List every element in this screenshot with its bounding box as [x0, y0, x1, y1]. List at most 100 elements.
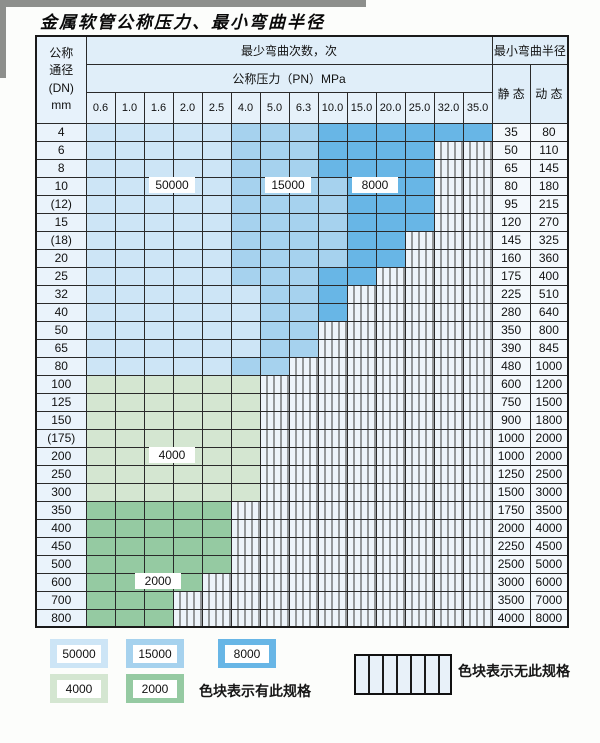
static-radius-cell: 160	[491, 248, 531, 268]
spec-cell-2000	[201, 500, 232, 520]
dynamic-radius-cell: 1500	[529, 392, 569, 412]
no-spec-cell	[259, 392, 290, 412]
no-spec-cell	[433, 320, 464, 340]
no-spec-cell	[375, 338, 406, 358]
no-spec-cell	[317, 428, 348, 448]
no-spec-cell	[230, 608, 261, 628]
no-spec-cell	[259, 518, 290, 538]
spec-cell-50000	[172, 140, 203, 160]
legend-block-15000: 15000	[126, 639, 184, 668]
spec-cell-50000	[114, 122, 145, 142]
pressure-col-header: 0.6	[85, 91, 116, 124]
spec-cell-50000	[114, 140, 145, 160]
no-spec-cell	[462, 608, 493, 628]
static-radius-cell: 2000	[491, 518, 531, 538]
spec-cell-8000	[375, 194, 406, 214]
static-radius-cell: 280	[491, 302, 531, 322]
spec-cell-50000	[201, 320, 232, 340]
spec-cell-4000	[143, 428, 174, 448]
dynamic-radius-cell: 845	[529, 338, 569, 358]
no-spec-cell	[433, 554, 464, 574]
spec-cell-4000	[114, 464, 145, 484]
dn-cell: 80	[35, 356, 87, 376]
no-spec-cell	[259, 374, 290, 394]
no-spec-cell	[230, 554, 261, 574]
spec-cell-50000	[143, 266, 174, 286]
spec-cell-50000	[114, 266, 145, 286]
spec-cell-8000	[375, 212, 406, 232]
bending-spec-table: 公称 通径 (DN) mm 最少弯曲次数，次 最小弯曲半径 公称压力（PN）MP…	[35, 35, 570, 628]
spec-cell-2000	[85, 518, 116, 538]
no-spec-cell	[375, 320, 406, 340]
spec-cell-2000	[172, 554, 203, 574]
no-spec-cell	[404, 266, 435, 286]
pressure-col-header: 25.0	[404, 91, 435, 124]
spec-cell-8000	[404, 176, 435, 196]
spec-cell-50000	[230, 338, 261, 358]
no-spec-cell	[259, 608, 290, 628]
spec-cell-2000	[201, 554, 232, 574]
no-spec-cell	[404, 230, 435, 250]
legend-no-spec-note: 色块表示无此规格	[458, 663, 570, 679]
dn-cell: 15	[35, 212, 87, 232]
spec-cell-4000	[172, 464, 203, 484]
corner-header-dn: 公称 通径 (DN) mm	[35, 35, 87, 124]
dn-cell: 450	[35, 536, 87, 556]
no-spec-cell	[259, 536, 290, 556]
spec-cell-15000	[288, 248, 319, 268]
dn-cell: 8	[35, 158, 87, 178]
spec-cell-50000	[114, 320, 145, 340]
no-spec-cell	[375, 608, 406, 628]
static-radius-cell: 390	[491, 338, 531, 358]
spec-cell-15000	[288, 266, 319, 286]
spec-cell-50000	[85, 302, 116, 322]
spec-cell-50000	[201, 158, 232, 178]
spec-cell-15000	[259, 140, 290, 160]
no-spec-cell	[288, 428, 319, 448]
static-radius-cell: 1000	[491, 428, 531, 448]
spec-cell-50000	[114, 212, 145, 232]
spec-cell-4000	[85, 392, 116, 412]
no-spec-cell	[288, 590, 319, 610]
no-spec-cell	[433, 158, 464, 178]
no-spec-cell	[462, 194, 493, 214]
no-spec-cell	[317, 482, 348, 502]
spec-cell-50000	[201, 338, 232, 358]
spec-cell-2000	[172, 500, 203, 520]
dn-cell: 50	[35, 320, 87, 340]
no-spec-cell	[462, 374, 493, 394]
spec-cell-15000	[259, 158, 290, 178]
table-row: 250 1250 2500	[35, 464, 569, 484]
no-spec-cell	[404, 410, 435, 430]
dynamic-radius-cell: 8000	[529, 608, 569, 628]
dn-cell: 350	[35, 500, 87, 520]
no-spec-cell	[404, 392, 435, 412]
dn-cell: 4	[35, 122, 87, 142]
spec-cell-15000	[259, 338, 290, 358]
spec-cell-4000	[143, 482, 174, 502]
dynamic-radius-cell: 640	[529, 302, 569, 322]
spec-cell-8000	[317, 140, 348, 160]
spec-cell-50000	[201, 356, 232, 376]
spec-cell-50000	[201, 284, 232, 304]
dynamic-radius-cell: 3500	[529, 500, 569, 520]
no-spec-cell	[375, 356, 406, 376]
spec-cell-50000	[85, 158, 116, 178]
spec-cell-50000	[114, 338, 145, 358]
spec-cell-15000	[230, 212, 261, 232]
no-spec-cell	[317, 356, 348, 376]
page-title: 金属软管公称压力、最小弯曲半径	[40, 13, 325, 33]
spec-cell-50000	[114, 284, 145, 304]
spec-cell-15000	[288, 158, 319, 178]
spec-cell-50000	[143, 140, 174, 160]
spec-cell-50000	[143, 248, 174, 268]
pressure-col-header: 2.0	[172, 91, 203, 124]
table-row: 6 50 110	[35, 140, 569, 160]
table-row: 15 120 270	[35, 212, 569, 232]
spec-cell-8000	[433, 122, 464, 142]
spec-cell-50000	[143, 230, 174, 250]
spec-cell-2000	[114, 590, 145, 610]
no-spec-cell	[375, 500, 406, 520]
no-spec-cell	[346, 482, 377, 502]
spec-cell-8000	[404, 122, 435, 142]
